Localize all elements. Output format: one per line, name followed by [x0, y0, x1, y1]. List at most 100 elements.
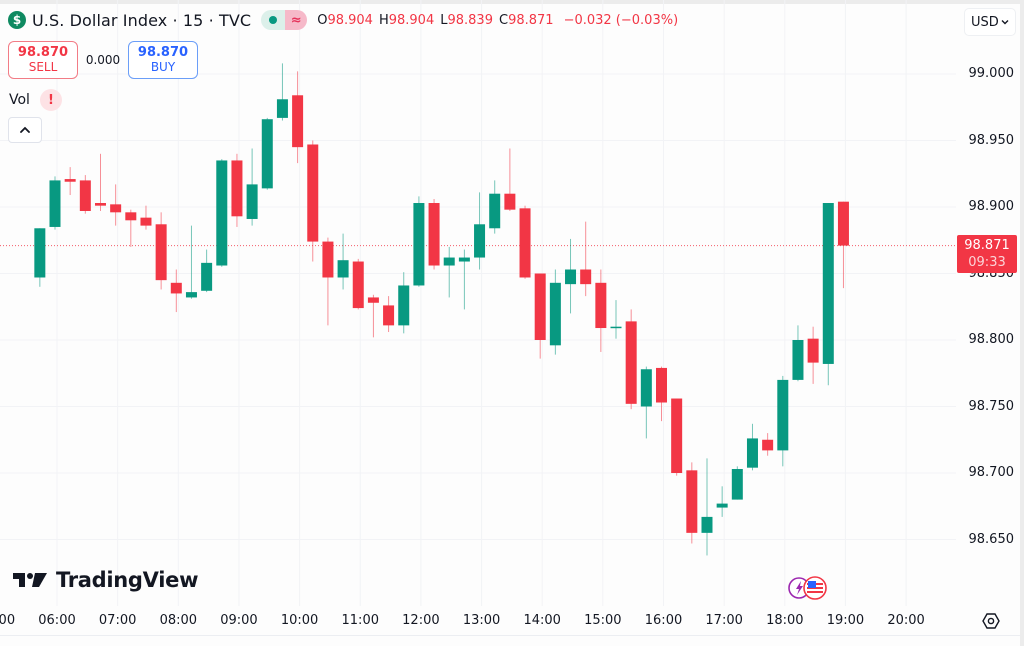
tradingview-mark-icon [13, 573, 47, 587]
trade-buttons: 98.870 SELL 0.000 98.870 BUY [8, 41, 198, 79]
delayed-data-icon: ≈ [285, 10, 308, 30]
candle-body[interactable] [79, 180, 91, 211]
candle-body[interactable] [322, 241, 334, 278]
candle-body[interactable] [534, 273, 546, 341]
candle-body[interactable] [640, 369, 652, 407]
candle-body[interactable] [49, 180, 61, 227]
candle-body[interactable] [352, 261, 364, 309]
candle-body[interactable] [337, 260, 349, 278]
candle-body[interactable] [125, 212, 137, 221]
warning-icon[interactable]: ! [39, 89, 62, 111]
candle-body[interactable] [170, 282, 182, 294]
time-axis-label: 20:00 [887, 613, 925, 628]
time-axis-label: 18:00 [766, 613, 804, 628]
candle-body[interactable] [443, 257, 455, 266]
candle-body[interactable] [822, 203, 834, 364]
candle-body[interactable] [671, 398, 683, 473]
candle-body[interactable] [716, 503, 728, 508]
candle-body[interactable] [110, 204, 122, 213]
candle-body[interactable] [458, 257, 470, 262]
candle-body[interactable] [398, 285, 410, 326]
price-axis-label: 98.950 [968, 132, 1015, 148]
right-border [1020, 0, 1024, 646]
candle-body[interactable] [792, 340, 804, 380]
time-axis-label: 15:00 [584, 613, 622, 628]
candle-body[interactable] [276, 99, 288, 118]
candle-body[interactable] [504, 193, 516, 210]
candle-body[interactable] [580, 269, 592, 285]
candle-body[interactable] [261, 119, 273, 189]
candle-body[interactable] [549, 282, 561, 346]
buy-button[interactable]: 98.870 BUY [128, 41, 198, 79]
candle-body[interactable] [216, 160, 228, 266]
candle-body[interactable] [367, 297, 379, 303]
us-flag-event-icon[interactable] [803, 576, 827, 600]
tradingview-wordmark: TradingView [56, 568, 199, 592]
candle-body[interactable] [686, 470, 698, 533]
dollar-sign-icon: $ [8, 11, 26, 29]
close-label: C [498, 12, 509, 28]
open-label: O [317, 12, 328, 28]
volume-indicator-legend[interactable]: Vol ! [9, 89, 62, 111]
candle-body[interactable] [201, 262, 213, 291]
collapse-legend-button[interactable] [8, 117, 42, 143]
candle-body[interactable] [383, 305, 395, 326]
settings-icon[interactable] [982, 612, 1000, 630]
buy-label: BUY [150, 60, 176, 74]
candle-body[interactable] [837, 201, 849, 246]
candle-body[interactable] [292, 95, 304, 148]
price-chart-canvas[interactable] [0, 0, 956, 606]
candle-body[interactable] [746, 438, 758, 468]
last-price-label: 98.871 09:33 [957, 235, 1017, 273]
sell-button[interactable]: 98.870 SELL [8, 41, 78, 79]
candle-body[interactable] [489, 193, 501, 229]
currency-dropdown[interactable]: USD [964, 8, 1016, 36]
candle-body[interactable] [64, 179, 76, 182]
price-axis-label: 98.750 [968, 398, 1015, 414]
time-axis-label: 16:00 [644, 613, 683, 628]
candle-body[interactable] [777, 379, 789, 451]
candle-body[interactable] [701, 516, 713, 533]
candle-body[interactable] [731, 469, 743, 500]
price-axis-label: 98.650 [968, 531, 1015, 547]
high-value: 98.904 [388, 12, 435, 28]
currency-value: USD [971, 14, 999, 30]
symbol-title[interactable]: U.S. Dollar Index · 15 · TVC [32, 10, 252, 30]
candle-body[interactable] [34, 228, 46, 278]
candle-body[interactable] [185, 292, 197, 298]
time-axis-label: 14:00 [523, 613, 561, 628]
candle-body[interactable] [94, 203, 106, 206]
time-axis-label: 19:00 [826, 613, 865, 628]
time-axis-label: 12:00 [402, 613, 440, 628]
candle-body[interactable] [246, 184, 258, 219]
candle-body[interactable] [307, 144, 319, 242]
candle-body[interactable] [807, 338, 819, 363]
time-axis-label: 05:00 [0, 613, 16, 628]
candle-body[interactable] [140, 217, 152, 226]
time-axis-label: 08:00 [159, 613, 198, 628]
market-status-pill[interactable]: ≈ [261, 10, 308, 30]
candle-body[interactable] [595, 282, 607, 329]
spread-value: 0.000 [85, 53, 121, 67]
tradingview-logo[interactable]: TradingView [13, 568, 198, 592]
price-axis-label: 99.000 [968, 66, 1015, 81]
candle-body[interactable] [474, 224, 486, 258]
candle-body[interactable] [610, 326, 622, 329]
economic-events-markers[interactable] [788, 576, 832, 600]
candle-body[interactable] [656, 367, 667, 403]
time-axis-label: 09:00 [220, 613, 258, 628]
candle-body[interactable] [565, 269, 577, 285]
candle-body[interactable] [231, 160, 243, 217]
chevron-down-icon [1001, 20, 1009, 25]
candle-body[interactable] [428, 203, 440, 266]
time-axis-label: 13:00 [462, 613, 501, 628]
low-label: L [440, 12, 448, 28]
sell-label: SELL [28, 60, 58, 74]
candle-body[interactable] [762, 439, 774, 451]
price-axis-label: 98.900 [968, 199, 1015, 214]
price-change: −0.032 (−0.03%) [563, 12, 679, 28]
candle-body[interactable] [519, 208, 531, 278]
candle-body[interactable] [625, 321, 637, 404]
candle-body[interactable] [155, 224, 167, 281]
candle-body[interactable] [413, 203, 425, 286]
